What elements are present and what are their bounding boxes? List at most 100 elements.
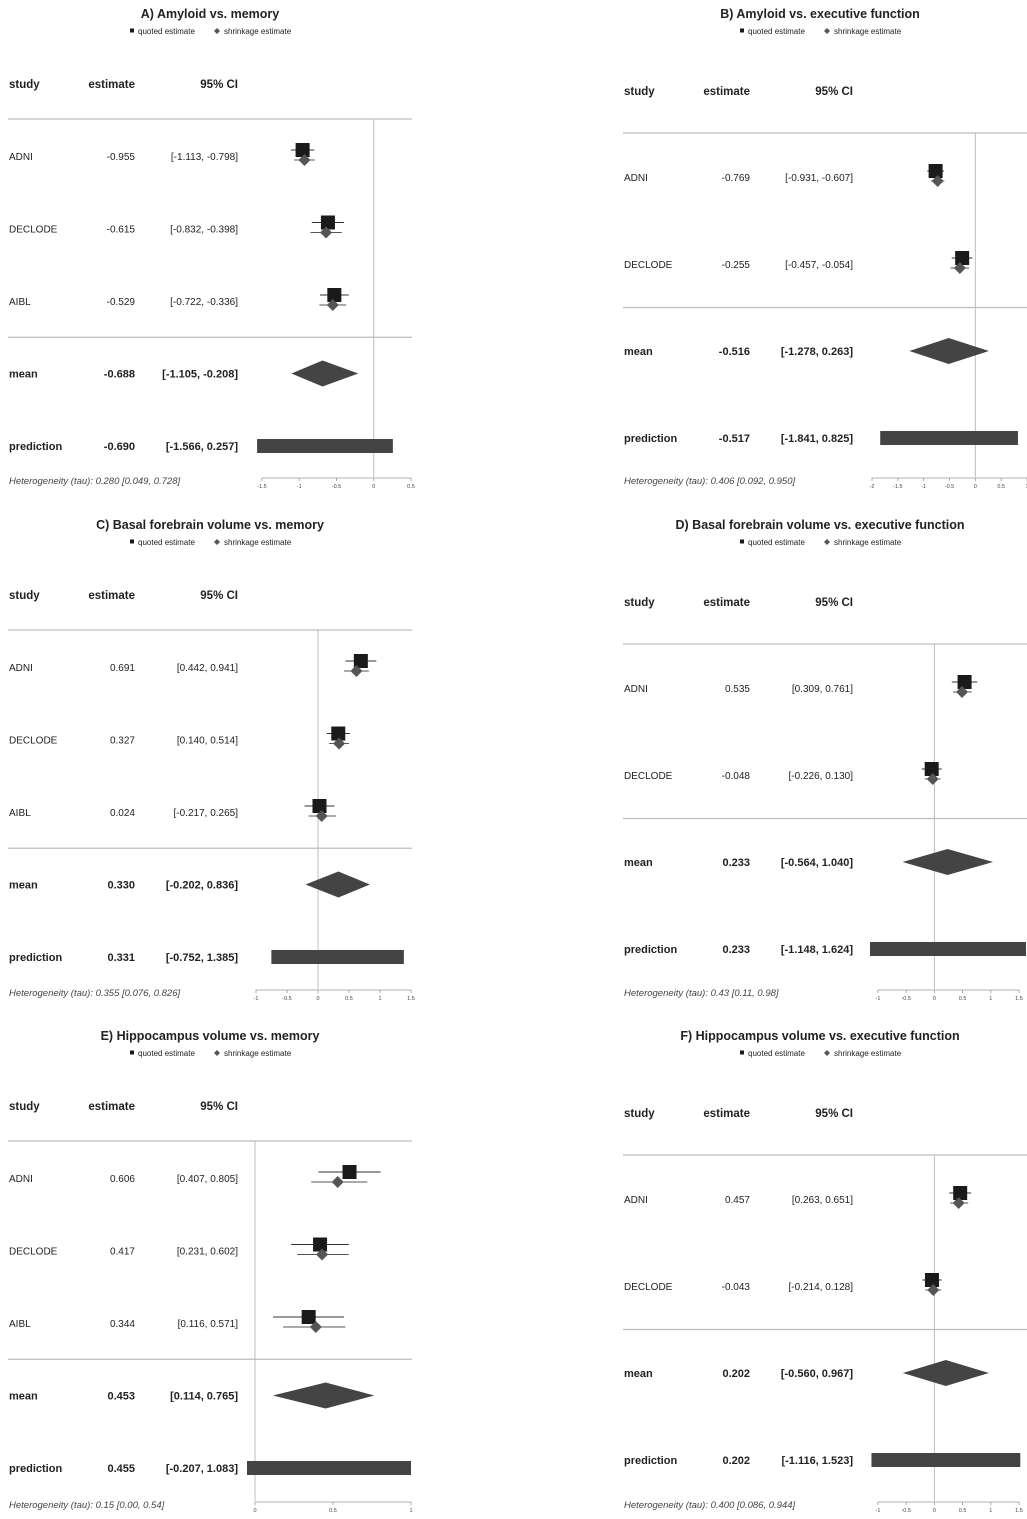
column-header-ci: 95% CI	[200, 1101, 238, 1113]
shrinkage-estimate-diamond	[326, 299, 339, 311]
shrinkage-estimate-diamond	[298, 154, 311, 166]
study-name: ADNI	[9, 1174, 33, 1185]
legend-shrinkage-label: shrinkage estimate	[834, 538, 902, 547]
mean-ci: [-0.202, 0.836]	[166, 880, 238, 892]
shrinkage-estimate-diamond	[350, 665, 363, 677]
quoted-estimate-square	[342, 1165, 357, 1179]
study-ci: [0.116, 0.571]	[178, 1319, 239, 1330]
mean-estimate: 0.453	[107, 1391, 135, 1403]
study-ci: [-0.217, 0.265]	[174, 808, 239, 819]
x-axis-tick-label: 0	[316, 996, 319, 1002]
study-row: ADNI -0.769 [-0.931, -0.607]	[624, 164, 945, 187]
quoted-estimate-square	[295, 143, 310, 157]
study-ci: [0.309, 0.761]	[792, 684, 853, 695]
mean-row: mean -0.688 [-1.105, -0.208]	[9, 360, 359, 387]
x-axis-tick-label: 1.5	[1015, 996, 1023, 1002]
legend-quoted-marker	[130, 1050, 134, 1055]
study-estimate: 0.024	[110, 808, 135, 819]
x-axis-tick-label: 1	[989, 1508, 992, 1514]
column-header-estimate: estimate	[88, 79, 135, 91]
legend-quoted-label: quoted estimate	[748, 538, 805, 547]
forest-panel-d: D) Basal forebrain volume vs. executive …	[623, 518, 1027, 1002]
panel-title: A) Amyloid vs. memory	[141, 7, 280, 21]
x-axis-tick-label: 0	[253, 1508, 256, 1514]
x-axis-tick-label: 0.5	[997, 484, 1005, 490]
shrinkage-estimate-diamond	[926, 773, 939, 785]
prediction-interval-bar	[871, 1453, 1021, 1467]
study-estimate: -0.048	[722, 771, 751, 782]
prediction-label: prediction	[624, 944, 677, 956]
column-header-study: study	[9, 1101, 40, 1113]
prediction-row: prediction 0.202 [-1.116, 1.523]	[624, 1453, 1021, 1467]
heterogeneity-note: Heterogeneity (tau): 0.280 [0.049, 0.728…	[9, 476, 180, 487]
legend-quoted-marker	[740, 539, 744, 544]
forest-panel-c: C) Basal forebrain volume vs. memory quot…	[8, 518, 415, 1002]
shrinkage-estimate-diamond	[333, 737, 346, 750]
study-estimate: 0.606	[110, 1174, 135, 1185]
shrinkage-estimate-diamond	[927, 1284, 940, 1296]
heterogeneity-note: Heterogeneity (tau): 0.15 [0.00, 0.54]	[9, 1500, 165, 1511]
mean-label: mean	[9, 369, 38, 381]
study-name: AIBL	[9, 1319, 31, 1330]
quoted-estimate-square	[331, 726, 346, 741]
panel-title: B) Amyloid vs. executive function	[720, 7, 920, 21]
study-estimate: 0.457	[725, 1195, 750, 1206]
legend: quoted estimate shrinkage estimate	[130, 27, 292, 36]
mean-diamond	[272, 1382, 375, 1409]
legend-shrinkage-marker	[214, 1050, 220, 1056]
prediction-estimate: -0.517	[719, 433, 750, 445]
legend-shrinkage-marker	[824, 539, 830, 545]
prediction-estimate: 0.331	[107, 952, 135, 964]
legend-quoted-marker	[740, 28, 744, 33]
study-estimate: -0.769	[722, 173, 751, 184]
legend-shrinkage-label: shrinkage estimate	[834, 1049, 902, 1058]
x-axis-tick-label: -1	[876, 996, 881, 1002]
mean-estimate: 0.233	[722, 857, 750, 869]
study-name: ADNI	[624, 1195, 648, 1206]
study-row: DECLODE 0.327 [0.140, 0.514]	[9, 726, 350, 750]
shrinkage-estimate-diamond	[320, 226, 333, 239]
legend-quoted-marker	[740, 1050, 744, 1055]
quoted-estimate-square	[312, 799, 327, 813]
x-axis-tick-label: -0.5	[945, 484, 954, 490]
prediction-row: prediction 0.455 [-0.207, 1.083]	[9, 1461, 411, 1475]
study-name: AIBL	[9, 808, 31, 819]
study-ci: [-0.832, -0.398]	[170, 225, 238, 236]
x-axis-tick-label: 0.5	[345, 996, 353, 1002]
column-header-estimate: estimate	[88, 590, 135, 602]
panel-title: F) Hippocampus volume vs. executive func…	[680, 1029, 959, 1043]
study-estimate: 0.691	[110, 663, 135, 674]
study-name: ADNI	[624, 684, 648, 695]
quoted-estimate-square	[320, 215, 335, 230]
study-name: ADNI	[9, 152, 33, 163]
x-axis-tick-label: -0.5	[901, 996, 910, 1002]
study-estimate: -0.255	[722, 260, 751, 271]
prediction-estimate: 0.233	[722, 944, 750, 956]
study-estimate: -0.529	[107, 297, 136, 308]
study-estimate: 0.327	[110, 736, 135, 747]
prediction-row: prediction 0.331 [-0.752, 1.385]	[9, 950, 404, 964]
prediction-ci: [-0.752, 1.385]	[166, 952, 238, 964]
mean-label: mean	[9, 1391, 38, 1403]
x-axis-tick-label: 0	[974, 484, 977, 490]
quoted-estimate-square	[301, 1310, 316, 1324]
mean-row: mean 0.202 [-0.560, 0.967]	[624, 1360, 989, 1386]
x-axis-tick-label: 0.5	[959, 996, 967, 1002]
mean-diamond	[902, 1360, 989, 1386]
legend-shrinkage-label: shrinkage estimate	[224, 538, 292, 547]
legend: quoted estimate shrinkage estimate	[740, 538, 902, 547]
column-header-study: study	[624, 86, 655, 98]
shrinkage-estimate-diamond	[956, 686, 969, 698]
quoted-estimate-square	[955, 251, 970, 265]
shrinkage-estimate-diamond	[952, 1197, 965, 1209]
forest-panel-e: E) Hippocampus volume vs. memory quoted e…	[8, 1029, 413, 1514]
mean-diamond	[291, 360, 359, 387]
prediction-row: prediction -0.517 [-1.841, 0.825]	[624, 431, 1018, 445]
x-axis-tick-label: 0.5	[959, 1508, 967, 1514]
prediction-ci: [-1.566, 0.257]	[166, 441, 238, 453]
study-ci: [-0.722, -0.336]	[170, 297, 238, 308]
column-header-ci: 95% CI	[200, 590, 238, 602]
legend: quoted estimate shrinkage estimate	[130, 1049, 292, 1058]
study-row: DECLODE 0.417 [0.231, 0.602]	[9, 1237, 349, 1261]
